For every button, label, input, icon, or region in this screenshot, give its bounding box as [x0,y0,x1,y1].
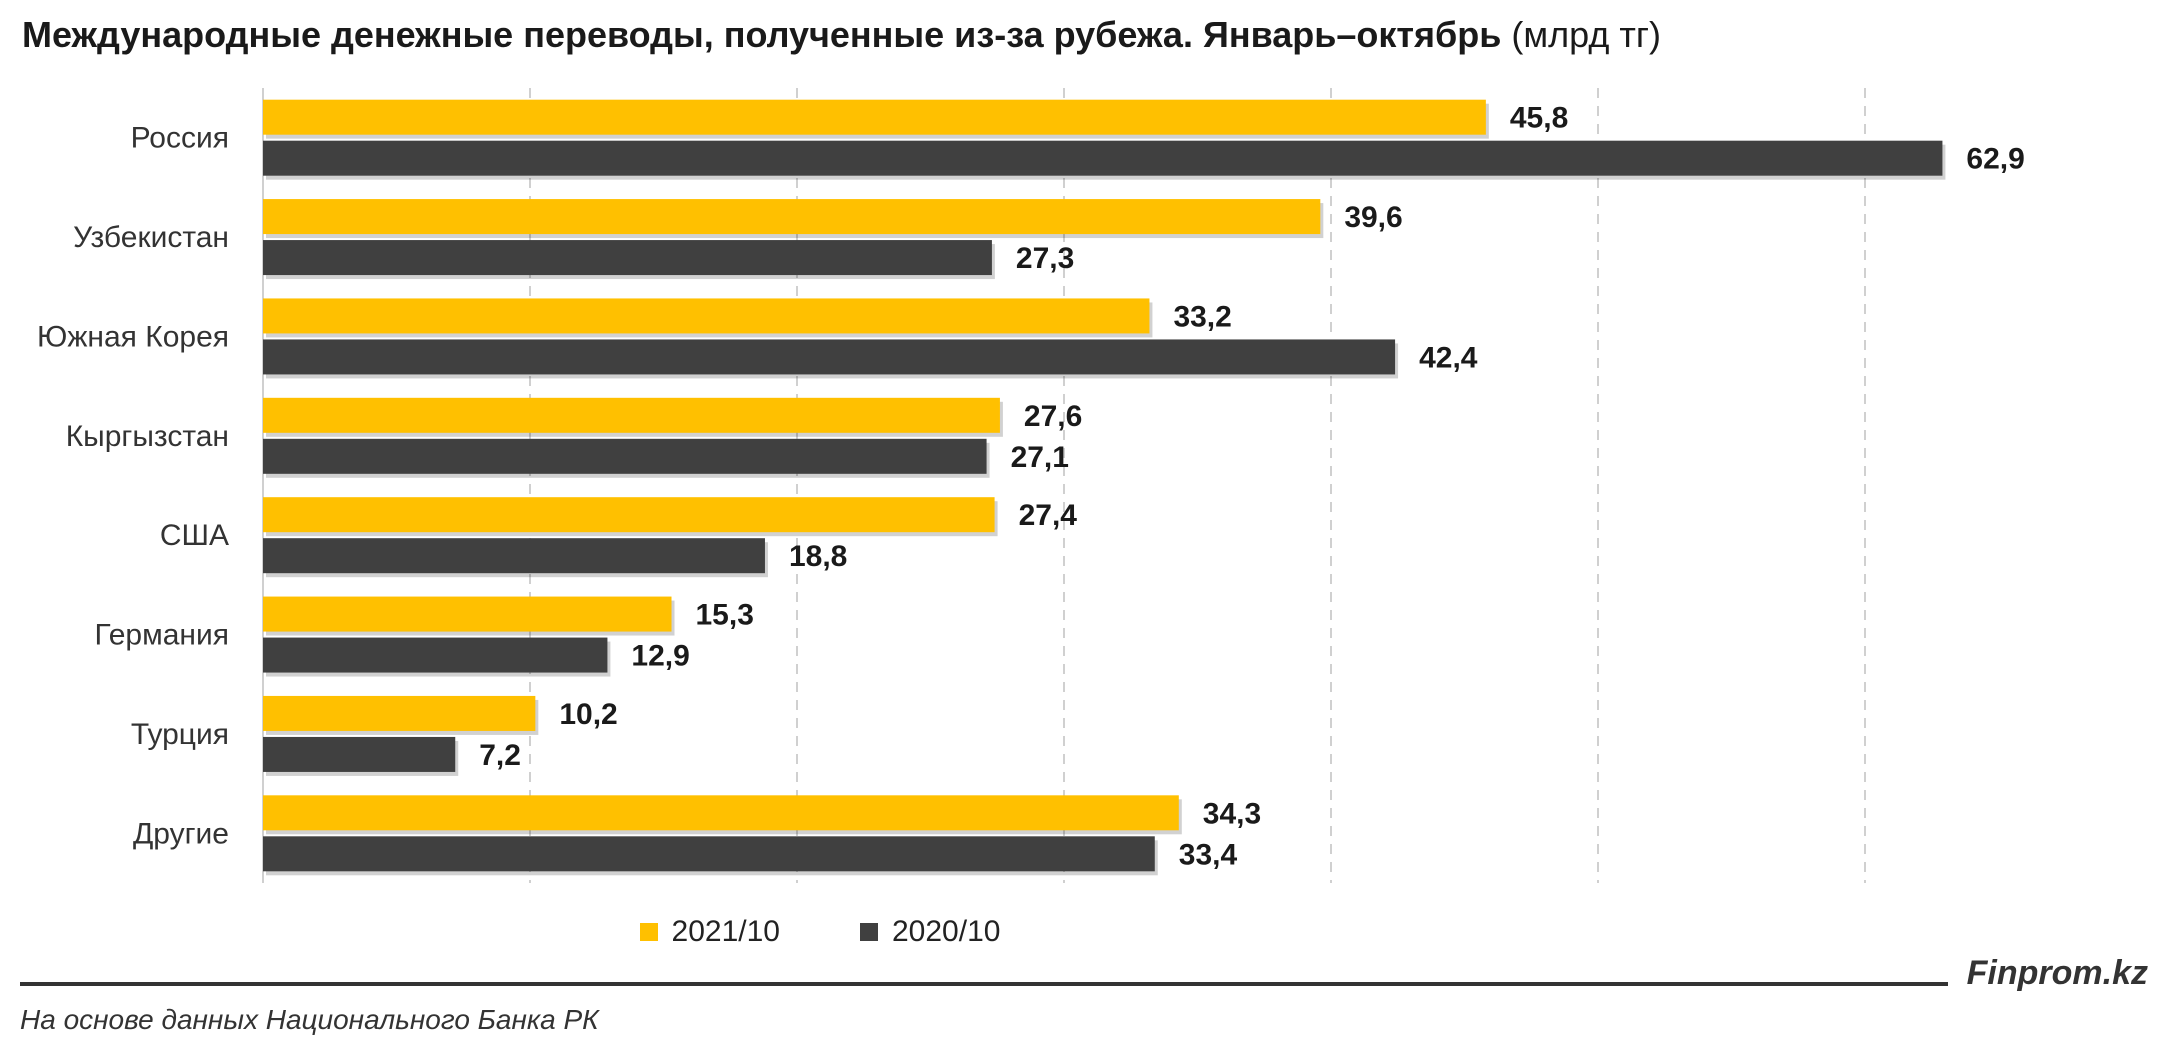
bar-2021-10 [263,397,1000,433]
bar-2021-10 [263,596,672,632]
legend-label-2020: 2020/10 [892,915,1001,948]
category-label: Германия [95,619,230,652]
value-label: 18,8 [789,540,847,573]
category-label: Турция [131,718,229,751]
value-label: 12,9 [631,640,689,673]
brand-logo-text: Finprom.kz [1966,954,2148,992]
value-label: 34,3 [1203,797,1261,830]
chart-title-main: Международные денежные переводы, получен… [22,14,1502,55]
value-label: 10,2 [559,698,617,731]
bar-2021-10 [263,199,1321,235]
value-label: 62,9 [1966,143,2024,176]
legend-swatch-2021 [639,923,658,941]
source-note: На основе данных Национального Банка РК [20,1004,599,1035]
value-label: 15,3 [696,599,754,632]
value-label: 42,4 [1419,341,1478,374]
value-label: 27,1 [1011,441,1069,474]
value-label: 27,3 [1016,242,1074,275]
legend-item-2020: 2020/10 [860,915,1000,949]
category-label: Россия [131,122,229,155]
bar-2021-10 [263,99,1486,135]
legend-item-2021: 2021/10 [639,915,780,949]
bar-2020-10 [263,538,765,574]
legend: 2021/10 2020/10 [0,915,1640,949]
category-label: Южная Корея [37,320,229,353]
bar-2021-10 [263,497,995,533]
value-label: 33,4 [1179,838,1238,871]
category-label: Другие [133,817,229,850]
value-label: 39,6 [1344,201,1402,234]
bar-2021-10 [263,795,1179,831]
bar-2020-10 [263,140,1943,176]
bar-2020-10 [263,637,608,673]
category-label: Кыргызстан [66,420,229,453]
chart-title-unit: (млрд тг) [1511,14,1661,55]
bar-2020-10 [263,240,992,276]
footer-divider [20,982,1948,986]
value-label: 33,2 [1173,300,1231,333]
bar-2020-10 [263,438,987,474]
bar-2020-10 [263,736,456,772]
value-label: 7,2 [479,739,521,772]
value-label: 27,4 [1019,499,1078,532]
value-label: 27,6 [1024,400,1082,433]
bar-2020-10 [263,836,1155,872]
value-label: 45,8 [1510,102,1568,135]
chart-title: Международные денежные переводы, получен… [22,14,1661,56]
category-label: Узбекистан [73,221,229,254]
bar-2021-10 [263,298,1150,334]
legend-label-2021: 2021/10 [671,915,780,948]
legend-swatch-2020 [860,923,878,941]
bar-2020-10 [263,339,1396,375]
category-label: США [160,519,229,552]
bar-2021-10 [263,695,536,731]
